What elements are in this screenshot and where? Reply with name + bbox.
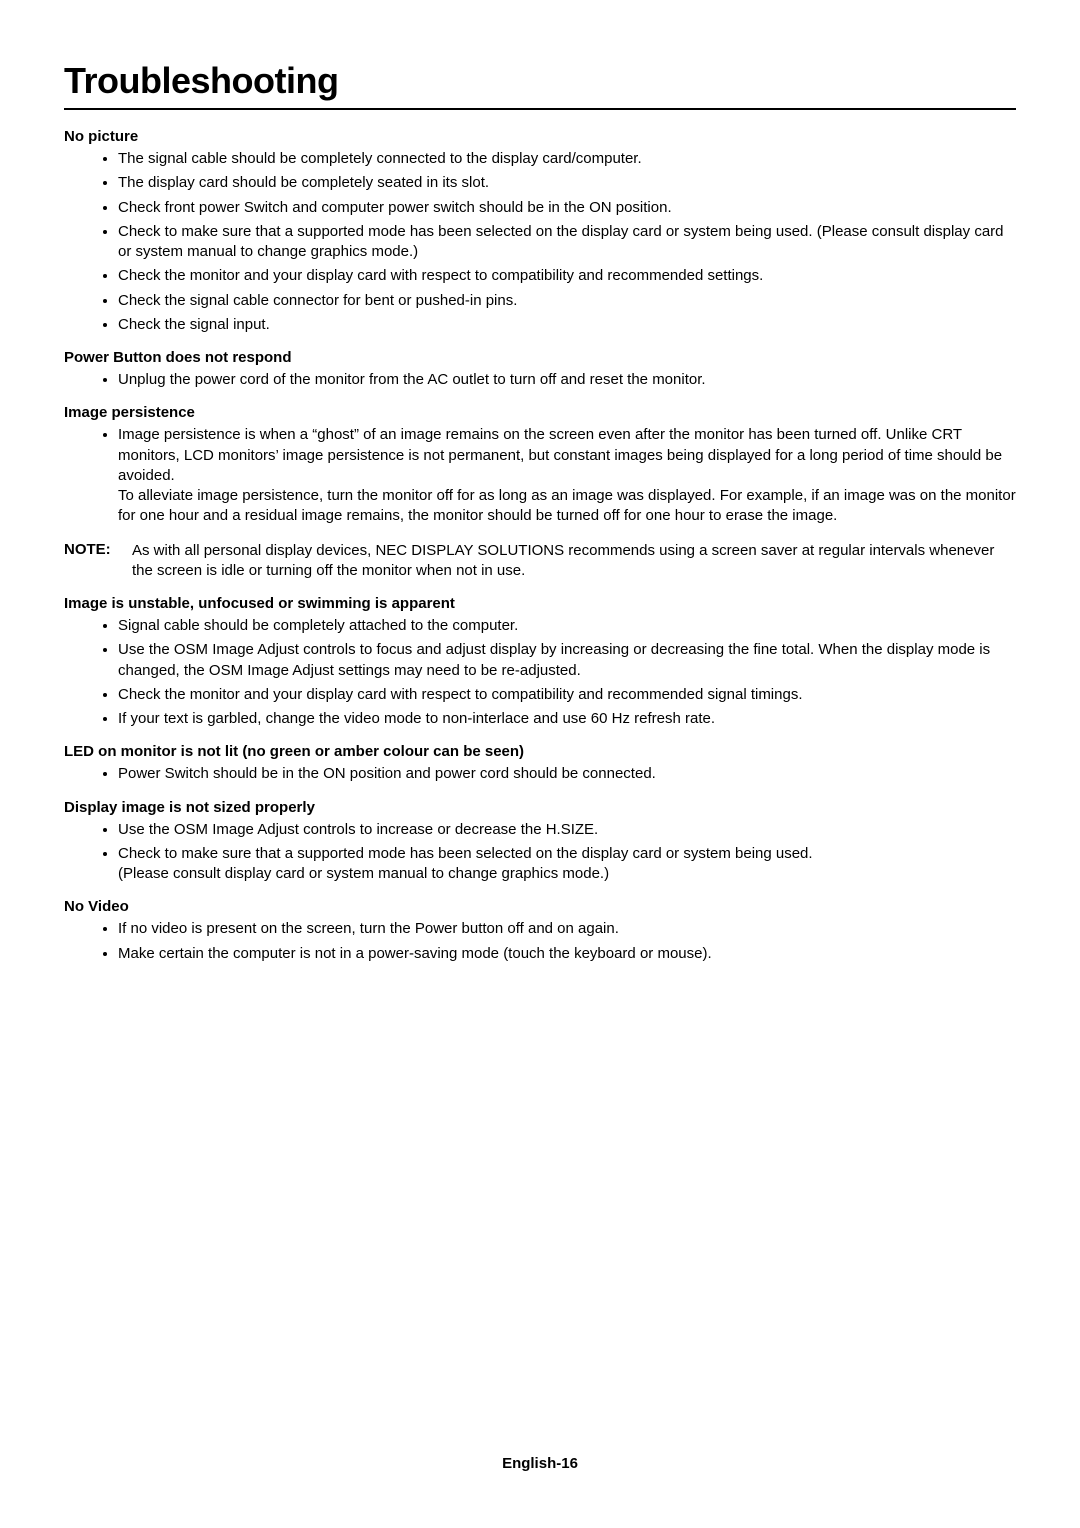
list-item: If no video is present on the screen, tu…	[118, 917, 1016, 941]
section-heading: LED on monitor is not lit (no green or a…	[64, 743, 1016, 760]
bullet-list: Unplug the power cord of the monitor fro…	[64, 368, 1016, 392]
section-led-not-lit: LED on monitor is not lit (no green or a…	[64, 743, 1016, 786]
page-title: Troubleshooting	[64, 60, 1016, 102]
list-item: Check the signal input.	[118, 313, 1016, 337]
list-item: Use the OSM Image Adjust controls to inc…	[118, 818, 1016, 842]
section-heading: Display image is not sized properly	[64, 799, 1016, 816]
bullet-list: Signal cable should be completely attach…	[64, 614, 1016, 731]
list-item: Use the OSM Image Adjust controls to foc…	[118, 638, 1016, 683]
document-page: Troubleshooting No picture The signal ca…	[0, 0, 1080, 1018]
section-heading: Image is unstable, unfocused or swimming…	[64, 595, 1016, 612]
list-item: Check to make sure that a supported mode…	[118, 220, 1016, 265]
list-item: Check the monitor and your display card …	[118, 264, 1016, 288]
note-label: NOTE:	[64, 541, 132, 582]
list-item: Check to make sure that a supported mode…	[118, 842, 1016, 887]
section-heading: Power Button does not respond	[64, 349, 1016, 366]
section-power-button: Power Button does not respond Unplug the…	[64, 349, 1016, 392]
section-heading: No picture	[64, 128, 1016, 145]
section-image-persistence: Image persistence Image persistence is w…	[64, 404, 1016, 528]
list-item: Check the signal cable connector for ben…	[118, 289, 1016, 313]
list-item: Signal cable should be completely attach…	[118, 614, 1016, 638]
bullet-list: Image persistence is when a “ghost” of a…	[64, 423, 1016, 528]
list-item-text: Check to make sure that a supported mode…	[118, 845, 813, 882]
list-item: Check the monitor and your display card …	[118, 683, 1016, 707]
page-footer: English-16	[0, 1455, 1080, 1472]
bullet-list: Use the OSM Image Adjust controls to inc…	[64, 818, 1016, 887]
list-item: The signal cable should be completely co…	[118, 147, 1016, 171]
section-image-unstable: Image is unstable, unfocused or swimming…	[64, 595, 1016, 731]
list-item: Make certain the computer is not in a po…	[118, 942, 1016, 966]
list-item: The display card should be completely se…	[118, 171, 1016, 195]
list-item-text: Image persistence is when a “ghost” of a…	[118, 426, 1016, 524]
title-rule	[64, 108, 1016, 110]
section-display-sized: Display image is not sized properly Use …	[64, 799, 1016, 887]
bullet-list: If no video is present on the screen, tu…	[64, 917, 1016, 966]
list-item: Check front power Switch and computer po…	[118, 196, 1016, 220]
note-block: NOTE: As with all personal display devic…	[64, 541, 1016, 582]
list-item: Image persistence is when a “ghost” of a…	[118, 423, 1016, 528]
note-text: As with all personal display devices, NE…	[132, 541, 1016, 582]
section-heading: Image persistence	[64, 404, 1016, 421]
section-no-video: No Video If no video is present on the s…	[64, 898, 1016, 966]
list-item: Power Switch should be in the ON positio…	[118, 762, 1016, 786]
bullet-list: The signal cable should be completely co…	[64, 147, 1016, 337]
list-item: If your text is garbled, change the vide…	[118, 707, 1016, 731]
section-no-picture: No picture The signal cable should be co…	[64, 128, 1016, 337]
section-heading: No Video	[64, 898, 1016, 915]
list-item: Unplug the power cord of the monitor fro…	[118, 368, 1016, 392]
bullet-list: Power Switch should be in the ON positio…	[64, 762, 1016, 786]
